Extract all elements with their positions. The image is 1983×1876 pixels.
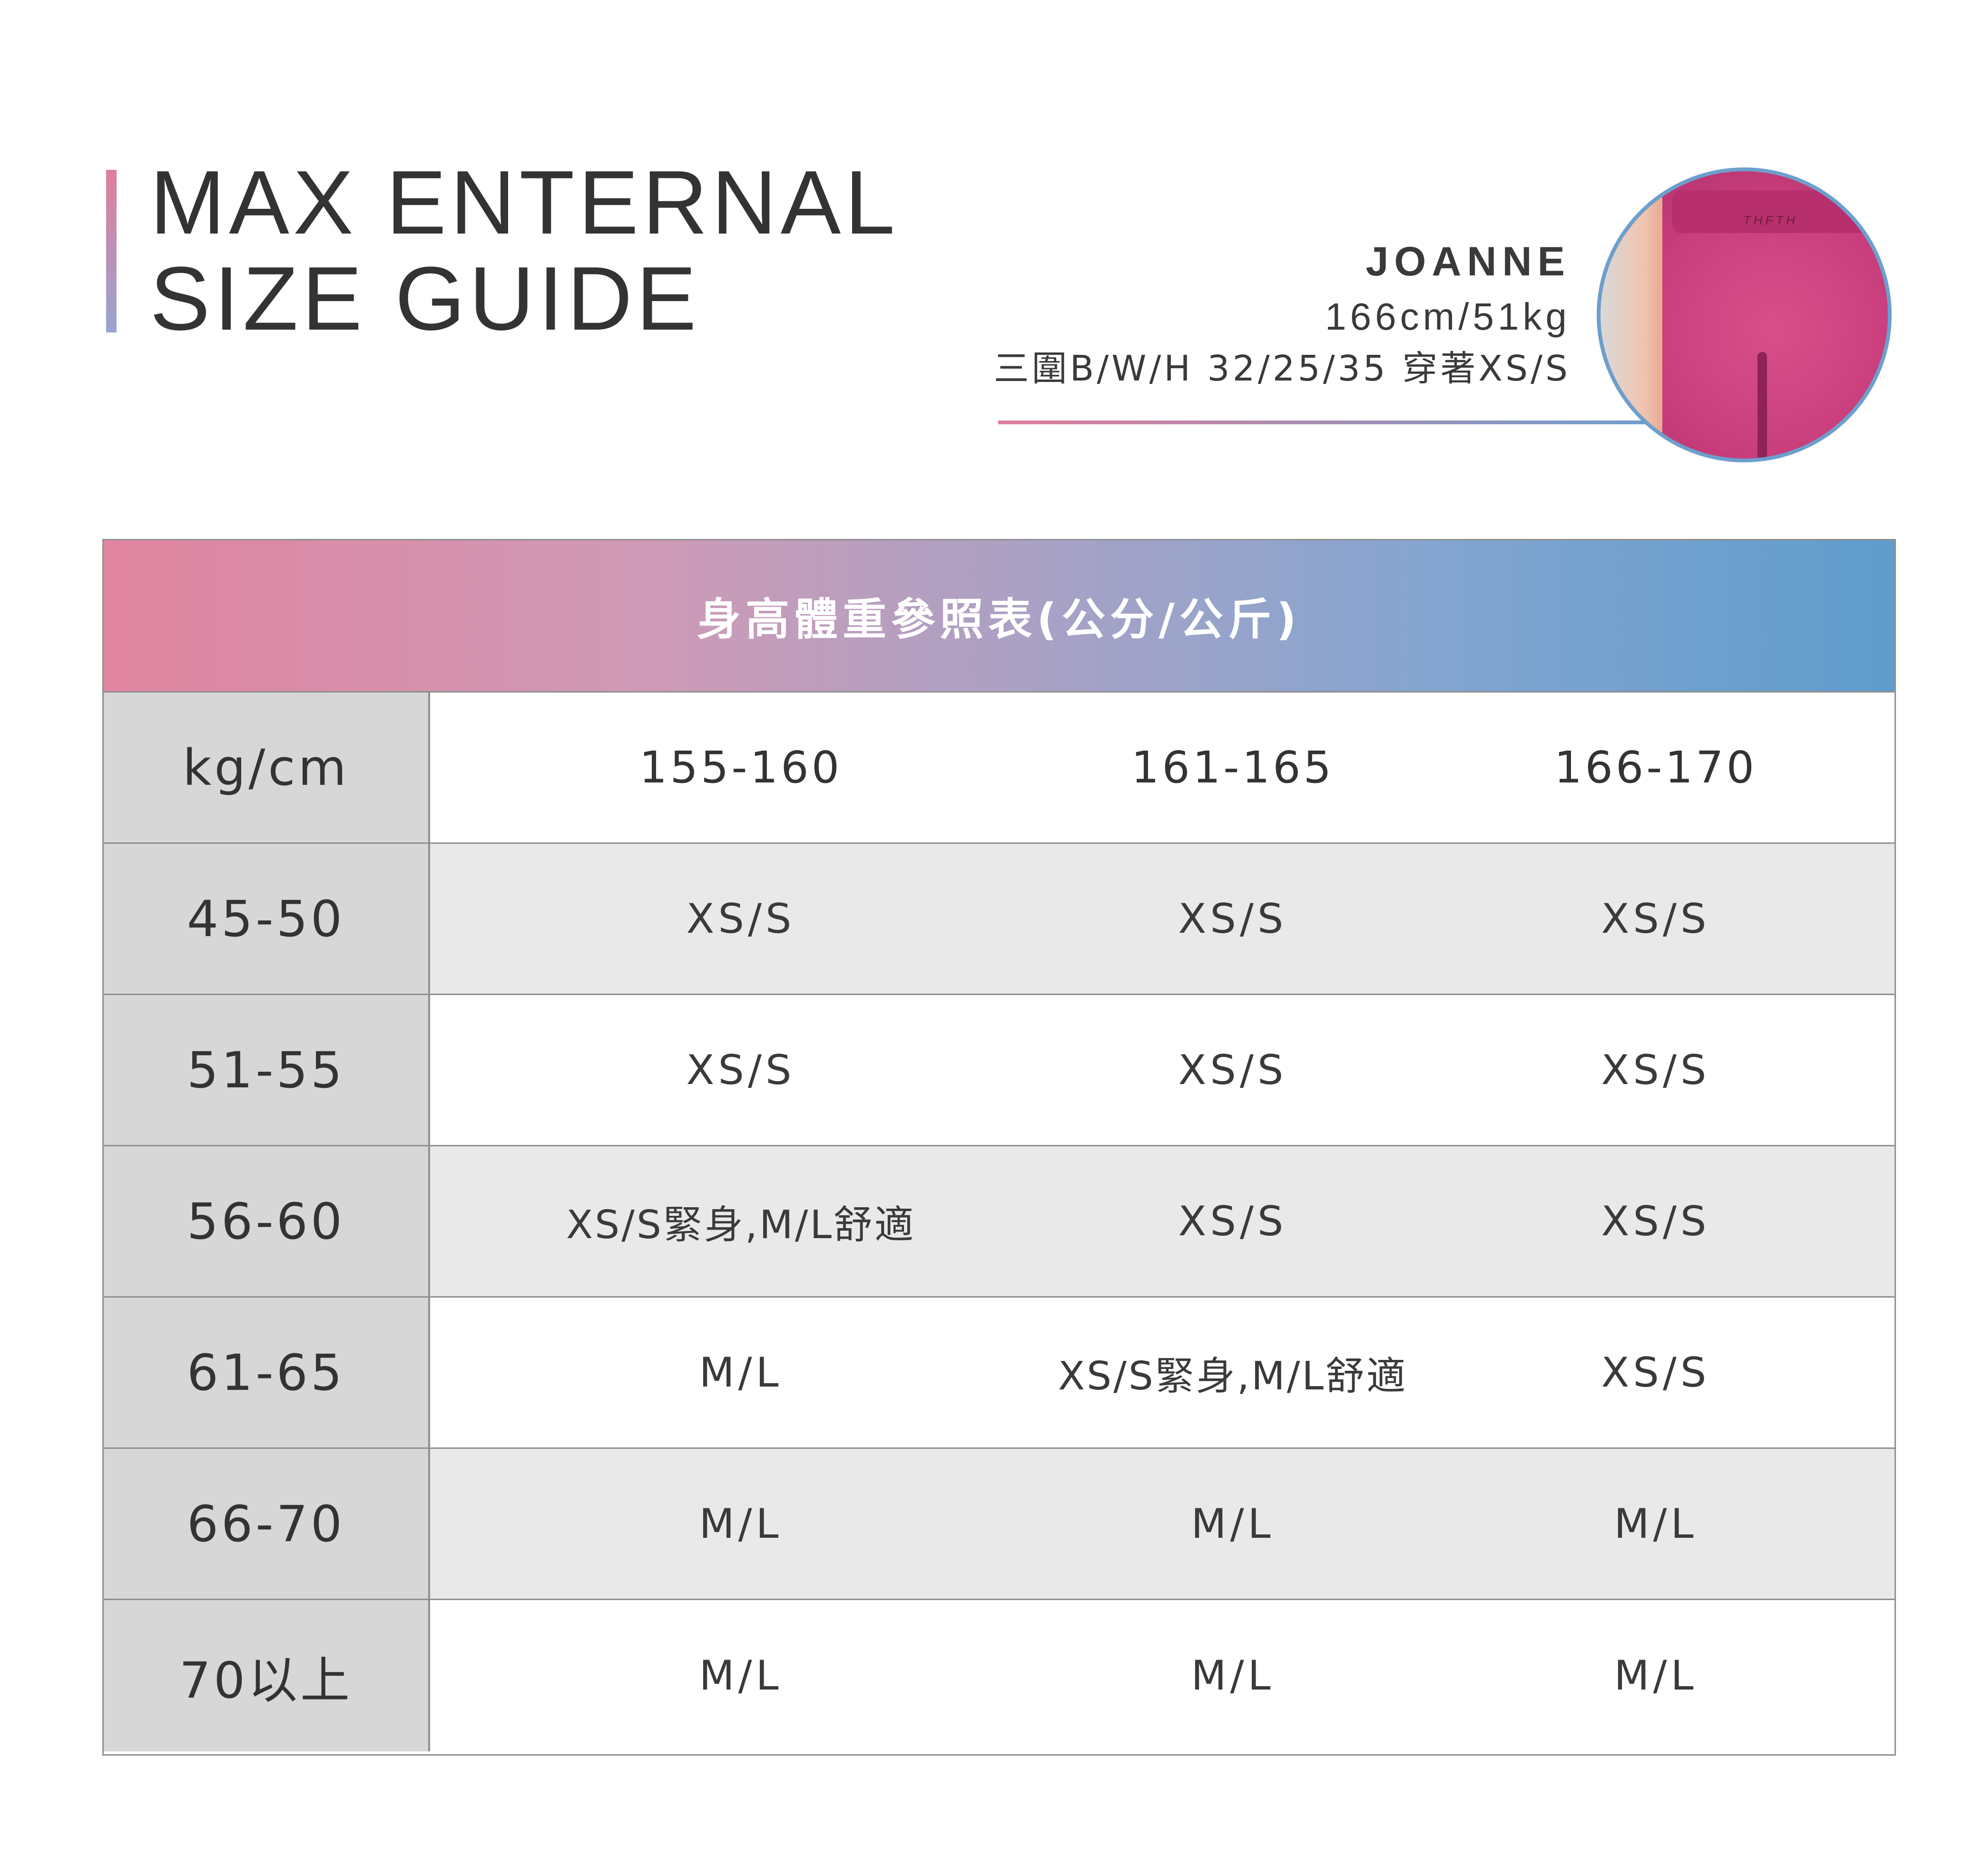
photo-logo-mark: THFTH (1743, 213, 1798, 227)
model-info: JOANNE 166cm/51kg 三圍B/W/H 32/25/35 穿著XS/… (994, 233, 1571, 394)
photo-seam (1757, 352, 1767, 459)
corner-label: kg/cm (104, 693, 430, 842)
size-table: 身高體重參照表(公分/公斤) kg/cm 155-160 161-165 166… (102, 539, 1896, 1756)
size-cell: XS/S (1178, 895, 1287, 943)
table-row: 70以上 M/L M/L M/L (104, 1600, 1895, 1751)
height-155-160: 155-160 (639, 742, 843, 793)
weight-label: 56-60 (104, 1146, 430, 1296)
photo-skin-area (1600, 171, 1662, 459)
table-row: 61-65 M/L XS/S緊身,M/L舒適 XS/S (104, 1298, 1895, 1449)
table-row: 45-50 XS/S XS/S XS/S (104, 844, 1895, 995)
page-title: MAX ENTERNAL SIZE GUIDE (150, 155, 899, 347)
model-photo: THFTH (1597, 167, 1892, 462)
size-cell: XS/S (686, 895, 795, 943)
size-cell: XS/S (1601, 1046, 1710, 1094)
model-divider (998, 420, 1664, 424)
title-accent-bar (106, 170, 117, 332)
weight-label: 70以上 (104, 1600, 430, 1751)
table-row: 56-60 XS/S緊身,M/L舒適 XS/S XS/S (104, 1146, 1895, 1298)
size-cell: XS/S (1178, 1046, 1287, 1094)
size-cell: M/L (699, 1348, 783, 1397)
size-cell: M/L (1614, 1500, 1698, 1548)
table-header: 身高體重參照表(公分/公斤) (104, 540, 1895, 693)
size-cell: M/L (1191, 1652, 1275, 1700)
size-cell: XS/S (686, 1046, 795, 1094)
size-cell: M/L (699, 1652, 783, 1700)
size-cell: M/L (1191, 1500, 1275, 1548)
model-name: JOANNE (1365, 239, 1571, 284)
title-line-1: MAX ENTERNAL (150, 152, 899, 253)
size-cell: XS/S緊身,M/L舒適 (1058, 1354, 1408, 1399)
table-header-title: 身高體重參照表(公分/公斤) (697, 594, 1301, 645)
size-cell: XS/S (1601, 895, 1710, 943)
size-cell: M/L (699, 1500, 783, 1548)
height-161-165: 161-165 (1131, 742, 1335, 793)
table-row: 66-70 M/L M/L M/L (104, 1449, 1895, 1600)
size-cell: M/L (1614, 1652, 1698, 1700)
size-cell: XS/S (1178, 1197, 1287, 1245)
height-header-row: kg/cm 155-160 161-165 166-170 (104, 693, 1895, 844)
model-measurements: 三圍B/W/H 32/25/35 穿著XS/S (993, 348, 1571, 389)
weight-label: 45-50 (104, 844, 430, 994)
table-row: 51-55 XS/S XS/S XS/S (104, 995, 1895, 1146)
title-line-2: SIZE GUIDE (150, 248, 700, 349)
weight-label: 51-55 (104, 995, 430, 1145)
size-cell: XS/S緊身,M/L舒適 (566, 1202, 916, 1248)
size-cell: XS/S (1601, 1197, 1710, 1245)
photo-waistband (1672, 190, 1872, 233)
weight-label: 61-65 (104, 1298, 430, 1447)
weight-label: 66-70 (104, 1449, 430, 1599)
size-cell: XS/S (1601, 1348, 1710, 1397)
model-stats: 166cm/51kg (1325, 295, 1571, 338)
height-166-170: 166-170 (1554, 742, 1757, 793)
